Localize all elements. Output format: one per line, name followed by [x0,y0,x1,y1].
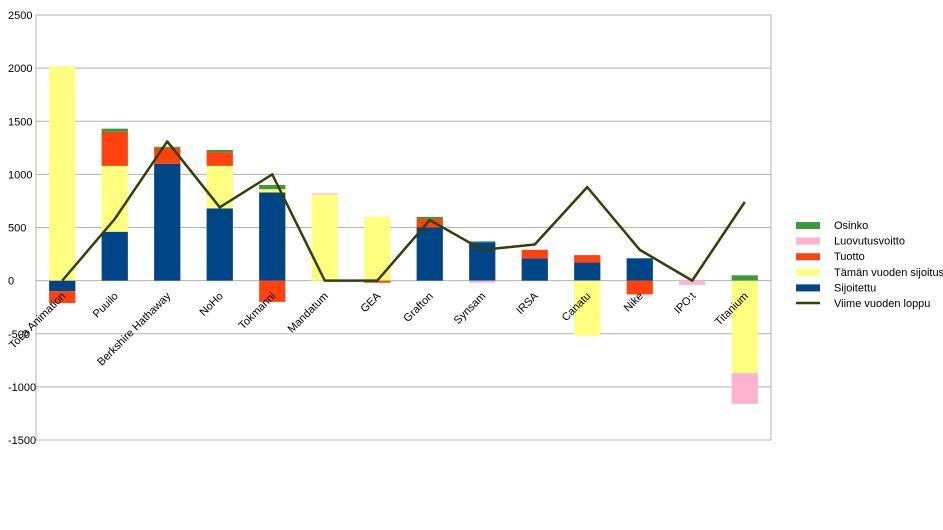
y-tick-label: 0 [8,276,14,288]
bar-t-m-n-vuoden-sijoitus [574,280,601,336]
bar-tuotto [101,131,128,166]
y-tick-label: -1500 [8,435,36,447]
legend-swatch [796,237,820,245]
y-tick-label: 1500 [8,116,32,128]
bar-osinko [154,146,181,148]
bar-osinko [206,149,233,153]
bar-tuotto [49,291,76,303]
bar-t-m-n-vuoden-sijoitus [311,194,338,281]
bar-tuotto [574,255,601,263]
line-series [61,140,746,282]
legend-label: Viime vuoden loppu [834,298,930,310]
bar-sijoitettu [101,231,128,281]
y-tick-label: 2500 [8,10,32,22]
y-tick-label: 1000 [8,169,32,181]
bar-sijoitettu [259,192,286,281]
bar-osinko [259,185,286,190]
bar-t-m-n-vuoden-sijoitus [731,280,758,374]
bar-osinko [416,216,443,219]
legend-swatch [796,253,820,261]
bar-tuotto [416,219,443,228]
legend-swatch [796,222,820,229]
bar-sijoitettu [574,262,601,281]
bar-t-m-n-vuoden-sijoitus [101,165,128,232]
bar-sijoitettu [49,280,76,292]
y-tick-label: -1000 [8,382,36,394]
y-axis-ticks: -1500 -1000 -500 0 500 1000 1500 2000 2500 [8,10,36,447]
legend: Osinko Luovutusvoitto Tuotto Tämän vuoden s… [796,220,943,310]
y-tick-label: -500 [8,329,30,341]
legend-swatch [796,284,820,292]
line-viime-vuoden-loppu [61,140,746,282]
bar-sijoitettu [154,163,181,281]
bar-luovutusvoitto [679,280,706,285]
bar-sijoitettu [206,208,233,281]
legend-swatch [796,268,820,276]
legend-label: Sijoitettu [834,282,876,294]
bar-tuotto [259,280,286,302]
bar-tuotto [626,280,653,295]
bar-sijoitettu [521,258,548,281]
bar-tuotto [521,249,548,259]
bar-osinko [101,128,128,132]
bar-tuotto [206,152,233,166]
bar-osinko [469,241,496,243]
bar-t-m-n-vuoden-sijoitus [259,189,286,193]
legend-label: Osinko [834,220,868,232]
legend-label: Tuotto [834,251,865,263]
legend-label: Luovutusvoitto [834,236,905,248]
legend-label: Tämän vuoden sijoitus [834,267,943,279]
y-tick-label: 500 [8,223,26,235]
bar-t-m-n-vuoden-sijoitus [49,66,76,281]
bar-luovutusvoitto [731,373,758,404]
y-tick-label: 2000 [8,63,32,75]
bar-osinko [731,275,758,281]
bar-luovutusvoitto [469,280,496,283]
bars [49,66,758,404]
bar-luovutusvoitto [311,193,338,195]
bar-sijoitettu [626,258,653,281]
bar-sijoitettu [416,227,443,281]
